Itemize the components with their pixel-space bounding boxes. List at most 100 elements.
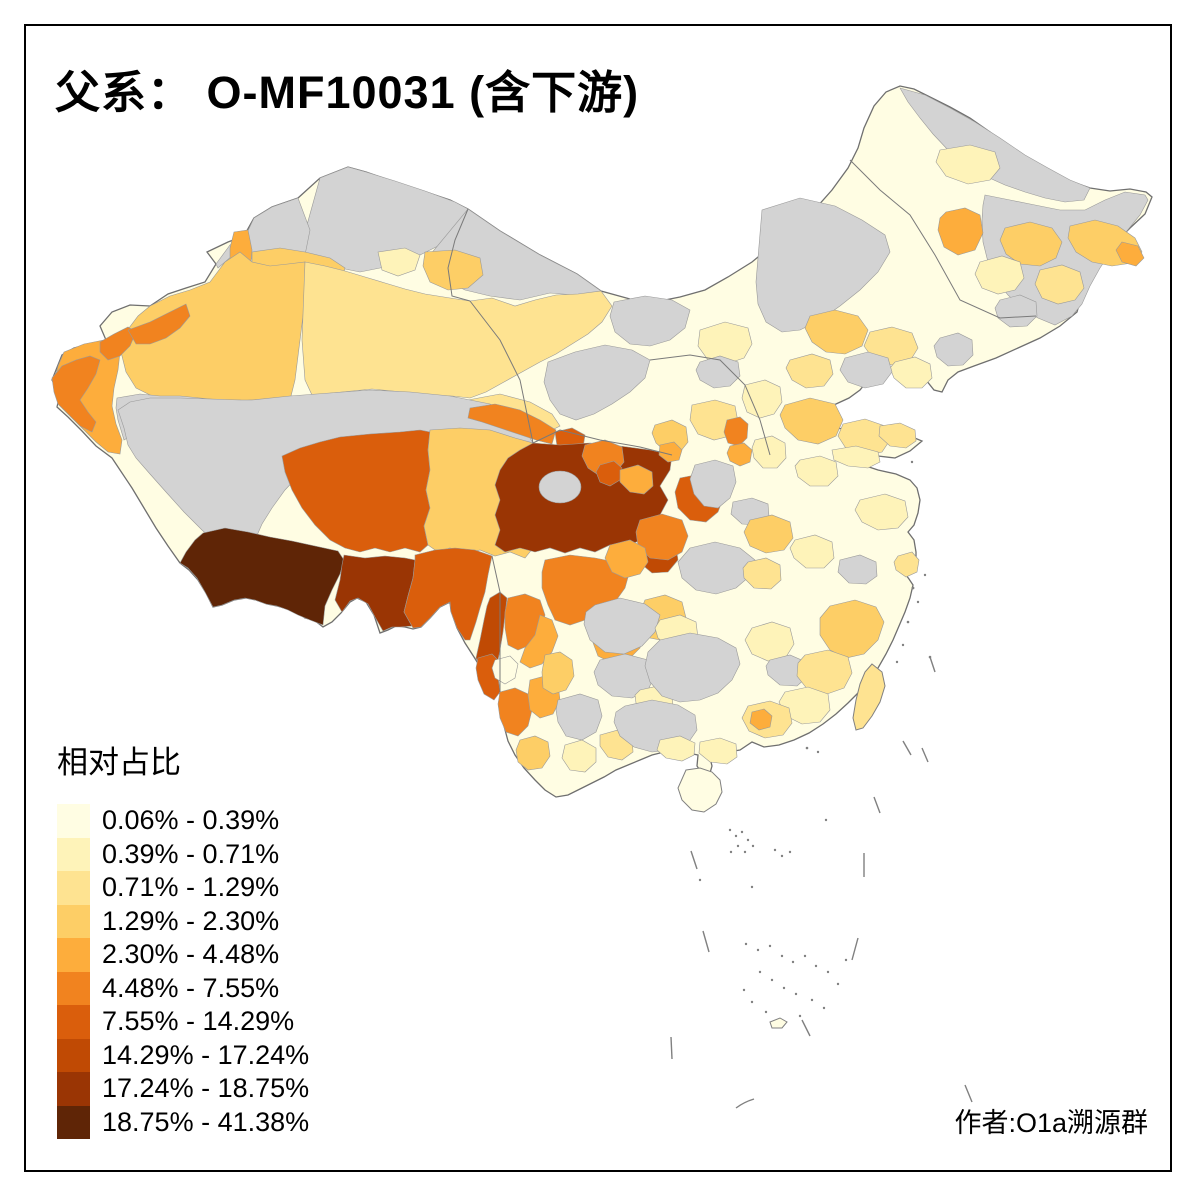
region-ningxia-s	[658, 441, 683, 463]
region-anhui-e-nodata	[837, 554, 878, 585]
legend-label: 0.06% - 0.39%	[102, 805, 280, 836]
legend-swatch	[57, 1038, 90, 1072]
region-shandong-peninsula	[878, 422, 917, 449]
legend-item: 2.30% - 4.48%	[57, 938, 309, 972]
legend-swatch	[57, 804, 90, 838]
region-far-east-orange	[1115, 241, 1145, 267]
region-im-mid-nodata	[609, 295, 691, 347]
province-border-tibet-sichuan	[491, 555, 501, 692]
region-im-mid2-nodata	[695, 355, 741, 389]
region-heilongjiang-north-nodata	[899, 87, 1091, 203]
region-jilin-c3	[1034, 264, 1085, 305]
region-hainan	[677, 767, 723, 813]
region-shanxi-n-pale	[741, 379, 783, 419]
province-border-northeast	[849, 159, 1037, 319]
province-border-yellow-river	[649, 354, 771, 456]
legend-item: 14.29% - 17.24%	[57, 1038, 310, 1072]
legend-title: 相对占比	[57, 745, 181, 780]
region-hami	[422, 249, 484, 291]
region-shandong-south-pale	[831, 445, 881, 469]
legend-label: 2.30% - 4.48%	[102, 939, 280, 970]
region-anhui-pale	[789, 534, 835, 569]
region-linxia	[595, 460, 623, 487]
region-zhangjiakou-nodata	[839, 351, 893, 389]
region-jiangxi-s-nodata	[765, 654, 808, 687]
region-heilongjiang-pale	[935, 144, 1001, 185]
region-chifeng	[804, 309, 869, 355]
legend-swatch	[57, 1005, 90, 1039]
region-taiwan	[852, 663, 886, 731]
province-border-xinjiang-qinghai	[469, 300, 534, 444]
region-im-pale	[697, 321, 753, 365]
region-liaoning-e-nodata	[933, 332, 974, 367]
region-shannan-dark	[334, 554, 416, 632]
region-jilin-se-nodata	[994, 294, 1038, 328]
legend-item: 0.39% - 0.71%	[57, 837, 309, 871]
legend-item: 0.71% - 1.29%	[57, 871, 309, 905]
region-henan-south	[743, 514, 794, 554]
region-wuhan	[742, 557, 782, 590]
attribution-text: 作者:O1a溯源群	[954, 1108, 1148, 1138]
legend-label: 18.75% - 41.38%	[102, 1106, 310, 1137]
region-sichuan-e-nodata	[583, 597, 661, 655]
province-border-qinghai-gansu	[532, 429, 673, 456]
region-kashgar	[51, 355, 101, 433]
region-chamdo-nyingchi	[403, 547, 493, 641]
region-yunnan-east-nodata	[555, 693, 603, 741]
sea-island-specks	[698, 746, 848, 1029]
region-chengde	[785, 353, 834, 389]
region-ili-tongue	[99, 326, 137, 361]
region-shanghai	[893, 551, 920, 578]
legend-swatch	[57, 938, 90, 972]
legend-label: 1.29% - 2.30%	[102, 905, 280, 936]
region-guangdong-west-pale	[698, 737, 738, 765]
region-qilian-orange	[467, 403, 557, 445]
legend-rows: 0.06% - 0.39% 0.39% - 0.71% 0.71% - 1.29…	[57, 804, 309, 1139]
legend-label: 4.48% - 7.55%	[102, 972, 280, 1003]
region-tarim-east	[301, 261, 613, 399]
region-shaanxi-mid-nodata	[689, 459, 737, 509]
region-jiamusi	[999, 221, 1063, 267]
legend-swatch	[57, 1105, 90, 1139]
region-xining	[619, 464, 654, 495]
legend-item: 18.75% - 41.38%	[57, 1105, 310, 1139]
region-guangxi-s-pale	[656, 735, 696, 762]
region-luliang-orange	[723, 416, 749, 447]
legend-item: 17.24% - 18.75%	[57, 1072, 309, 1106]
legend-item: 1.29% - 2.30%	[57, 904, 309, 938]
legend-item: 7.55% - 14.29%	[57, 1005, 309, 1039]
region-yunnan-west2	[497, 687, 533, 737]
region-guangzhou	[749, 708, 773, 731]
legend-label: 0.39% - 0.71%	[102, 838, 280, 869]
region-urumqi-pale	[377, 247, 421, 277]
region-gannan	[604, 539, 649, 579]
legend-label: 14.29% - 17.24%	[102, 1039, 310, 1070]
region-aba-west	[635, 513, 689, 561]
legend-swatch	[57, 837, 90, 871]
legend-label: 17.24% - 18.75%	[102, 1073, 310, 1104]
region-baoshan-pale	[491, 655, 519, 685]
legend-swatch	[57, 904, 90, 938]
page-title: 父系： O-MF10031 (含下游)	[55, 67, 640, 118]
legend-swatch	[57, 871, 90, 905]
region-jiangsu-pale	[854, 493, 909, 531]
region-yunnan-c4a	[541, 651, 575, 695]
legend-item: 4.48% - 7.55%	[57, 971, 309, 1005]
legend-swatch	[57, 971, 90, 1005]
region-hebei-south	[779, 397, 844, 445]
region-hebei-mid-pale	[794, 455, 839, 487]
region-tekes	[127, 303, 191, 345]
region-yunnan-south-pale	[561, 739, 597, 773]
legend-label: 0.71% - 1.29%	[102, 872, 280, 903]
region-tibet-southwest-darkest	[179, 527, 345, 626]
region-qinghai-lake-nodata	[538, 470, 582, 504]
province-border-xinjiang-gansu	[447, 208, 471, 302]
legend-swatch	[57, 1072, 90, 1106]
legend-item: 0.06% - 0.39%	[57, 804, 309, 838]
nine-dash-line	[670, 656, 973, 1109]
region-hubei-nodata	[677, 541, 756, 595]
region-zhejiang-orange	[819, 599, 885, 659]
region-fujian-north	[796, 649, 853, 695]
region-linfen	[726, 442, 753, 467]
